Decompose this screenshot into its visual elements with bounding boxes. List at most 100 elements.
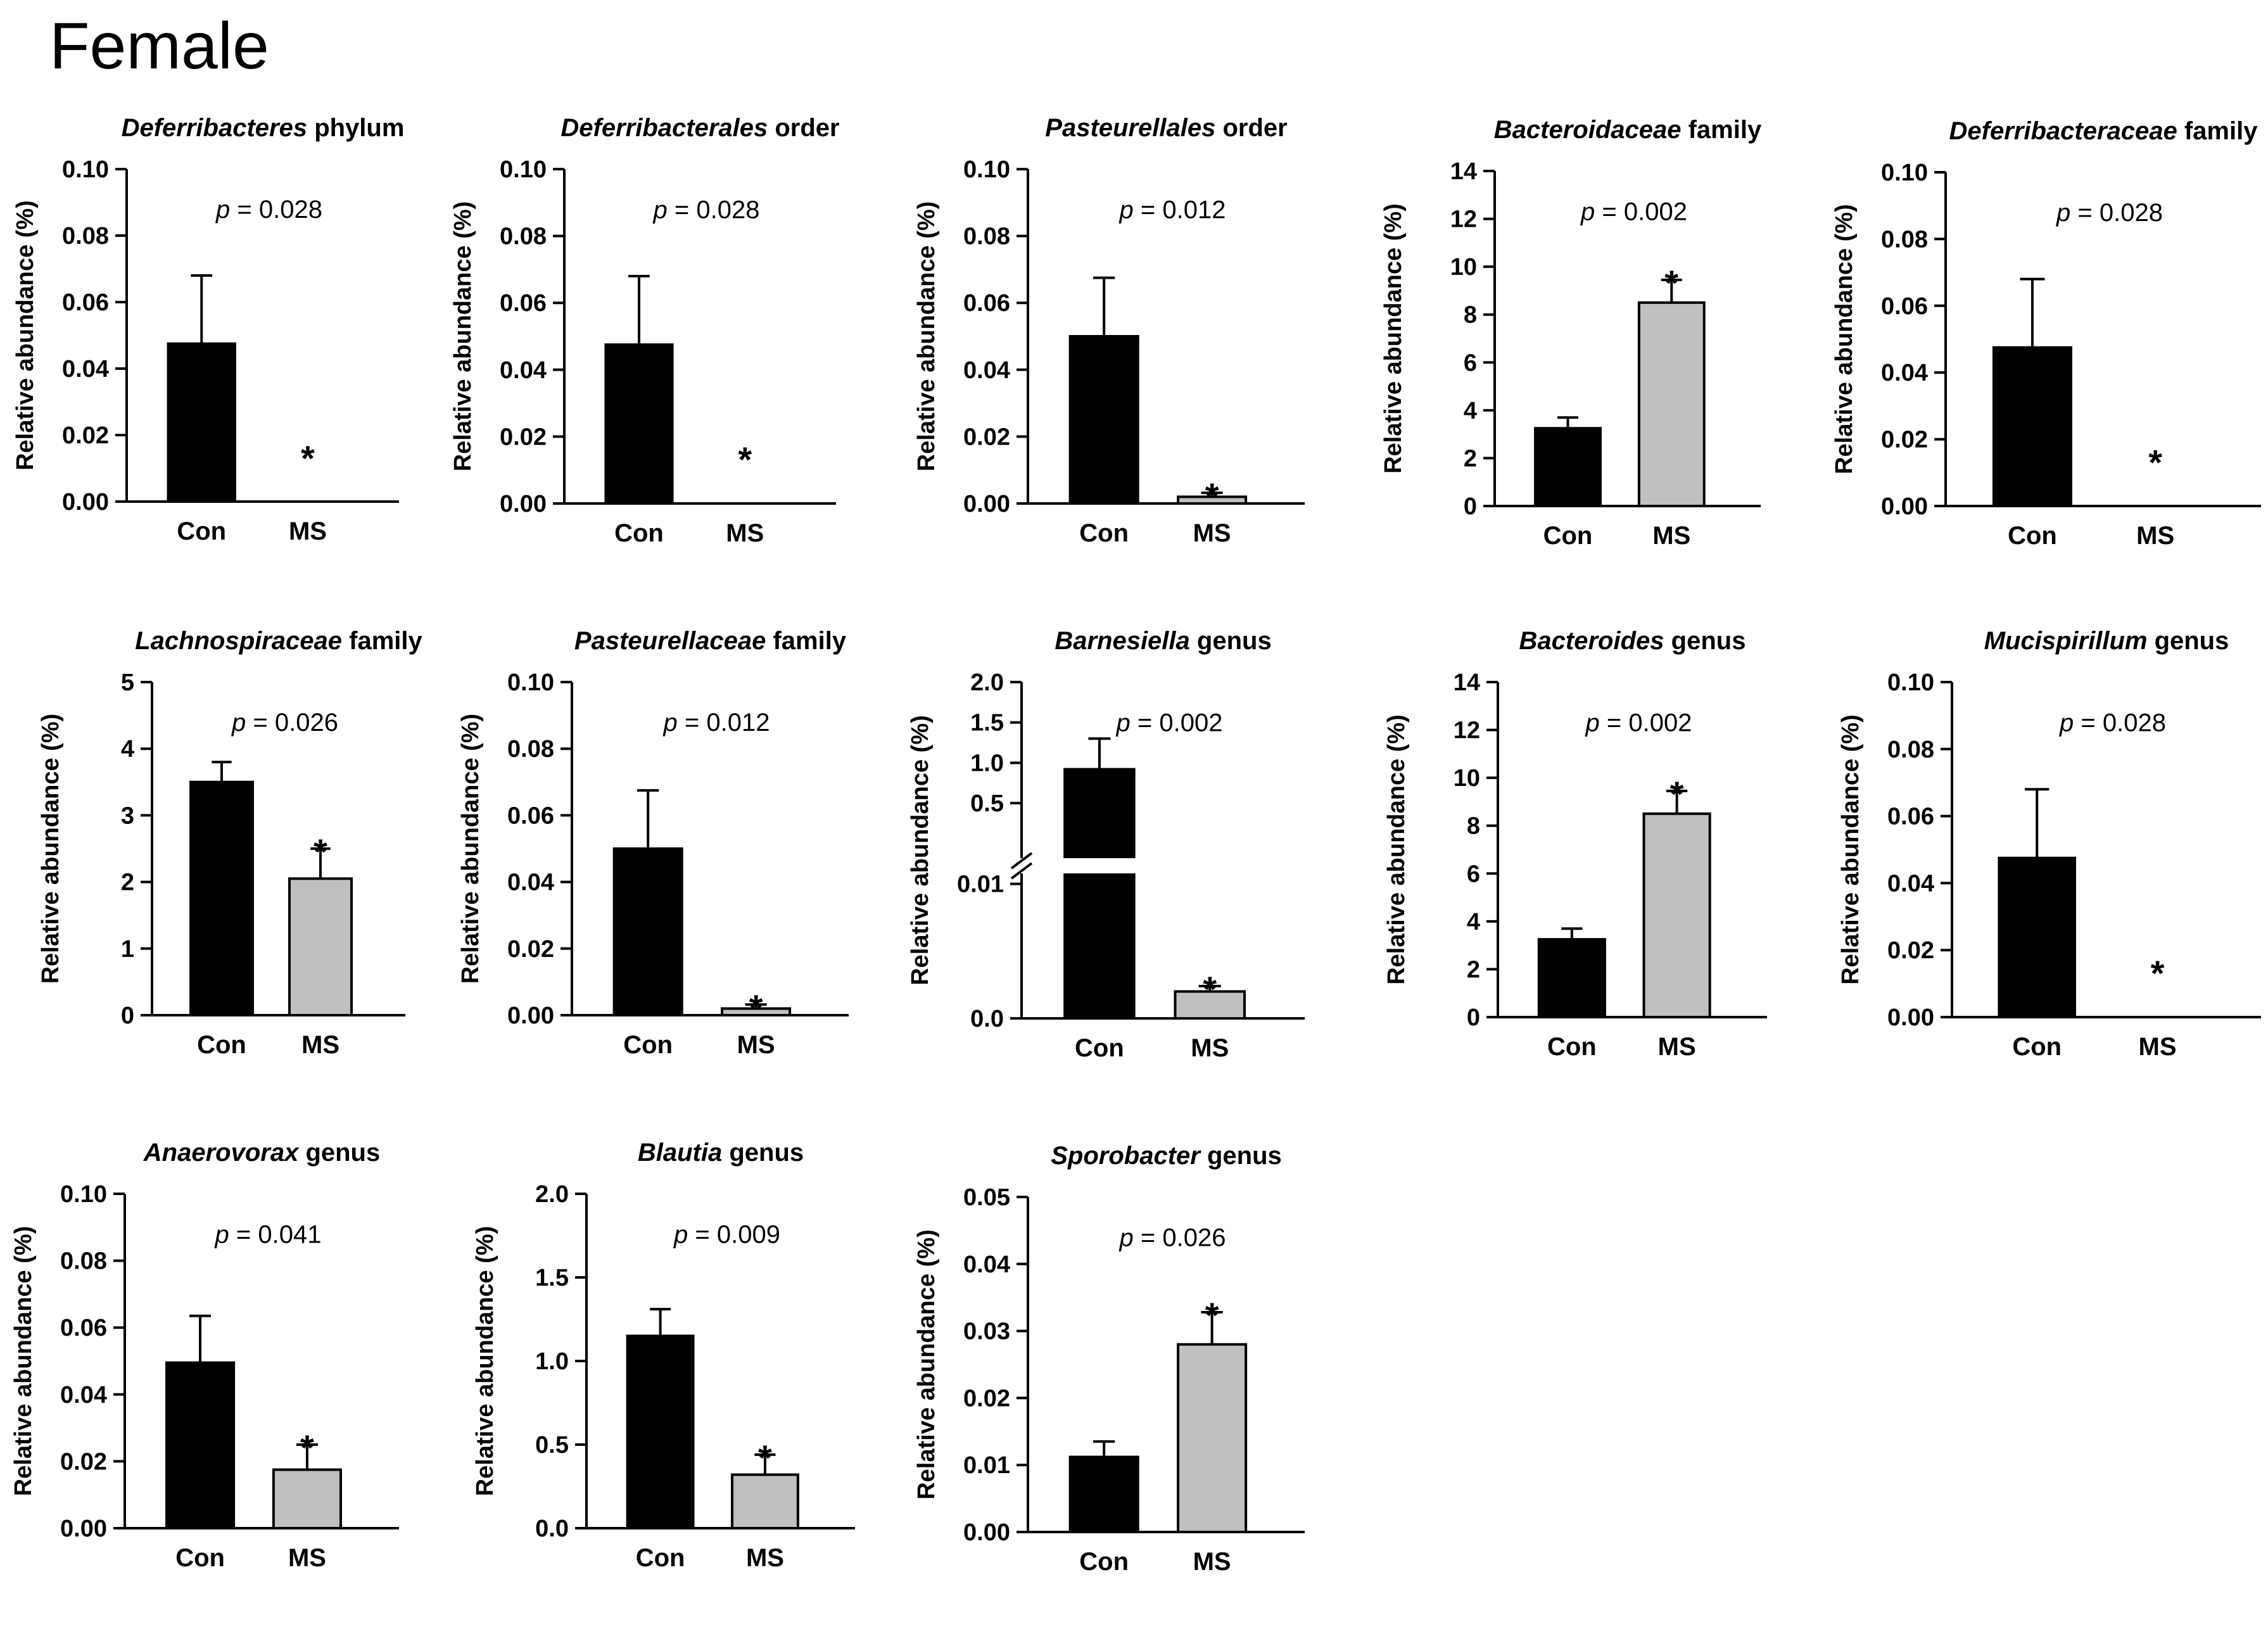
y-tick-label: 0.10 [1887, 669, 1934, 696]
significance-star: * [1203, 969, 1217, 1009]
y-tick-label: 0.0 [535, 1516, 569, 1542]
y-tick-label: 0.06 [62, 289, 109, 316]
p-value-label: p = 0.002 [1580, 198, 1687, 225]
y-axis-label: Relative abundance (%) [913, 201, 940, 472]
y-tick-label: 0 [1467, 1004, 1480, 1031]
p-value-label: p = 0.009 [673, 1220, 780, 1248]
y-axis-label: Relative abundance (%) [1831, 204, 1858, 474]
y-tick-label: 0 [1464, 493, 1477, 520]
x-category-label: MS [746, 1544, 784, 1572]
y-axis-label: Relative abundance (%) [1380, 203, 1407, 474]
bar-con [604, 343, 674, 505]
y-axis-label: Relative abundance (%) [1837, 714, 1864, 985]
y-tick-label: 0.08 [60, 1248, 107, 1275]
y-tick-label: 8 [1464, 302, 1477, 329]
bar-chart-9: Bacteroides genus p = 0.002 0 2 4 6 8 10 12 14 Rel… [1383, 627, 1767, 1061]
bar-ms [272, 1468, 342, 1529]
x-category-label: Con [175, 1544, 225, 1572]
y-tick-label: 10 [1454, 765, 1480, 792]
y-tick-label: 0.10 [500, 156, 547, 183]
x-category-label: MS [1652, 522, 1690, 550]
y-tick-label: 0.05 [963, 1184, 1010, 1211]
chart-title: Bacteroides genus [1519, 627, 1746, 655]
y-tick-label: 0.5 [970, 790, 1004, 817]
y-tick-label: 0.01 [963, 1452, 1010, 1479]
significance-star: * [1664, 263, 1678, 303]
y-tick-label: 14 [1454, 669, 1480, 696]
bar-ms [1642, 812, 1711, 1018]
bar-con [167, 342, 236, 503]
y-axis-label: Relative abundance (%) [472, 1226, 498, 1497]
bar-chart-6: Lachnospiraceae family p = 0.026 0 1 2 3 4 5 Rel… [37, 627, 423, 1059]
x-category-label: Con [2012, 1033, 2062, 1061]
bar-chart-1: Deferribacteres phylum p = 0.028 0.00 0.02 0… [12, 114, 404, 545]
significance-star: * [300, 1428, 314, 1467]
y-tick-label: 0.04 [1881, 360, 1928, 386]
y-tick-label: 0.10 [62, 156, 109, 183]
x-category-label: Con [1075, 1034, 1124, 1062]
axis-break-slash [1010, 862, 1033, 880]
chart-title: Barnesiella genus [1055, 627, 1271, 655]
y-tick-label: 2 [1464, 445, 1477, 472]
y-tick-label: 0.00 [1887, 1004, 1934, 1031]
bar-con [1068, 335, 1139, 505]
y-axis-label: Relative abundance (%) [907, 715, 934, 985]
y-tick-label: 0.5 [535, 1432, 569, 1459]
y-tick-label: 0.08 [507, 736, 554, 763]
y-tick-label: 0.0 [970, 1006, 1004, 1032]
y-tick-label: 0.00 [62, 489, 109, 516]
bar-con [1068, 1455, 1139, 1534]
y-tick-label: 0.02 [507, 936, 554, 963]
y-tick-label: 0.02 [963, 1385, 1010, 1412]
bar-con [612, 847, 683, 1016]
y-tick-label: 0.02 [60, 1448, 107, 1475]
x-category-label: Con [177, 517, 226, 545]
y-axis-label: Relative abundance (%) [457, 714, 484, 984]
bar-con [1537, 938, 1606, 1018]
chart-title: Blautia genus [638, 1139, 804, 1167]
y-tick-label: 0.10 [963, 156, 1010, 183]
bar-ms [731, 1473, 799, 1530]
y-tick-label: 0.00 [507, 1003, 554, 1029]
y-axis-label: Relative abundance (%) [913, 1229, 940, 1500]
bar-con [1534, 427, 1602, 507]
y-tick-label: 0.02 [62, 422, 109, 449]
x-category-label: MS [1658, 1033, 1696, 1061]
x-category-label: MS [2136, 522, 2174, 550]
y-tick-label: 3 [121, 802, 134, 829]
y-tick-label: 0.00 [60, 1516, 107, 1542]
bar-chart-11: Anaerovorax genus p = 0.041 0.00 0.02 0.04 0.… [10, 1139, 399, 1572]
bar-ms [288, 877, 353, 1016]
y-tick-label: 6 [1467, 861, 1480, 887]
y-tick-label: 0.03 [963, 1319, 1010, 1345]
y-tick-label: 0.10 [1881, 160, 1928, 186]
y-tick-label: 1.5 [970, 710, 1004, 737]
significance-star: * [314, 832, 327, 871]
p-value-label: p = 0.012 [1119, 196, 1226, 224]
bar-chart-13: Sporobacter genus p = 0.026 0.00 0.01 0.02 0.… [913, 1142, 1305, 1576]
y-tick-label: 4 [121, 736, 134, 763]
chart-title: Sporobacter genus [1051, 1142, 1282, 1170]
x-category-label: Con [636, 1544, 685, 1572]
significance-star: * [758, 1438, 772, 1478]
y-tick-label: 0.02 [500, 424, 547, 450]
y-tick-label: 0.08 [1887, 737, 1934, 763]
bar-chart-12: Blautia genus p = 0.009 0.0 0.5 1.0 1.5 2.0 Rel… [472, 1139, 855, 1572]
y-tick-label: 14 [1450, 158, 1477, 185]
y-tick-label: 0.06 [500, 290, 547, 317]
p-value-label: p = 0.026 [1119, 1224, 1226, 1251]
bar-chart-7: Pasteurellaceae family p = 0.012 0.00 0.02 0… [457, 627, 849, 1059]
p-value-label: p = 0.028 [2056, 199, 2163, 227]
chart-title: Lachnospiraceae family [135, 627, 422, 655]
y-tick-label: 1.5 [535, 1265, 569, 1291]
bar-chart-10: Mucispirillum genus p = 0.028 0.00 0.02 0.04… [1837, 627, 2261, 1061]
y-tick-label: 10 [1450, 254, 1477, 281]
bar-con [189, 780, 254, 1016]
x-category-label: MS [288, 1544, 326, 1572]
y-tick-label: 0.00 [963, 491, 1010, 517]
y-tick-label: 0.04 [500, 357, 547, 384]
y-tick-label: 0.02 [1881, 427, 1928, 453]
y-tick-label: 0.06 [60, 1315, 107, 1341]
y-axis-label: Relative abundance (%) [12, 200, 39, 471]
axis-break-slash [1010, 852, 1033, 870]
